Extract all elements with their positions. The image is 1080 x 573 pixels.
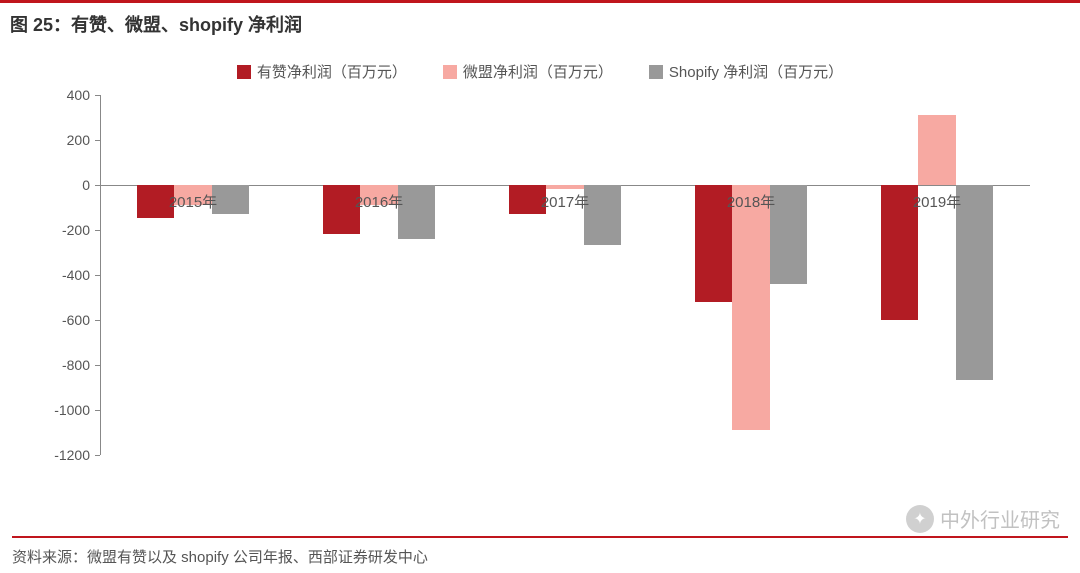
legend-label: 有赞净利润（百万元） [257, 61, 407, 82]
y-tick-label: 400 [30, 87, 90, 103]
x-tick-label: 2015年 [169, 191, 217, 212]
y-tick-label: -600 [30, 312, 90, 328]
legend-swatch [443, 65, 457, 79]
y-axis [100, 95, 101, 455]
bar [732, 185, 769, 430]
y-tick-mark [95, 365, 100, 366]
y-tick-label: -1000 [30, 402, 90, 418]
bar [956, 185, 993, 381]
source-citation: 资料来源：微盟有赞以及 shopify 公司年报、西部证券研发中心 [12, 536, 1068, 567]
legend-label: Shopify 净利润（百万元） [669, 61, 843, 82]
legend-swatch [649, 65, 663, 79]
y-tick-mark [95, 275, 100, 276]
legend: 有赞净利润（百万元） 微盟净利润（百万元） Shopify 净利润（百万元） [30, 55, 1050, 95]
figure-title: 图 25：有赞、微盟、shopify 净利润 [0, 0, 1080, 45]
legend-item: 有赞净利润（百万元） [237, 61, 407, 82]
y-tick-label: -200 [30, 222, 90, 238]
y-tick-label: -1200 [30, 447, 90, 463]
x-tick-label: 2018年 [727, 191, 775, 212]
bar [546, 185, 583, 190]
y-tick-mark [95, 320, 100, 321]
x-tick-label: 2016年 [355, 191, 403, 212]
legend-item: 微盟净利润（百万元） [443, 61, 613, 82]
legend-swatch [237, 65, 251, 79]
bar [918, 115, 955, 185]
watermark: ✦ 中外行业研究 [906, 504, 1060, 533]
y-tick-label: 200 [30, 132, 90, 148]
x-tick-label: 2019年 [913, 191, 961, 212]
wechat-icon: ✦ [906, 505, 934, 533]
y-tick-label: -800 [30, 357, 90, 373]
x-tick-label: 2017年 [541, 191, 589, 212]
y-tick-label: -400 [30, 267, 90, 283]
y-tick-mark [95, 455, 100, 456]
legend-item: Shopify 净利润（百万元） [649, 61, 843, 82]
y-tick-label: 0 [30, 177, 90, 193]
y-tick-mark [95, 230, 100, 231]
plot-region: -1200-1000-800-600-400-20002004002015年20… [100, 95, 1030, 455]
legend-label: 微盟净利润（百万元） [463, 61, 613, 82]
y-tick-mark [95, 140, 100, 141]
chart-area: 有赞净利润（百万元） 微盟净利润（百万元） Shopify 净利润（百万元） -12… [30, 55, 1050, 485]
watermark-text: 中外行业研究 [940, 504, 1060, 533]
y-tick-mark [95, 410, 100, 411]
y-tick-mark [95, 95, 100, 96]
